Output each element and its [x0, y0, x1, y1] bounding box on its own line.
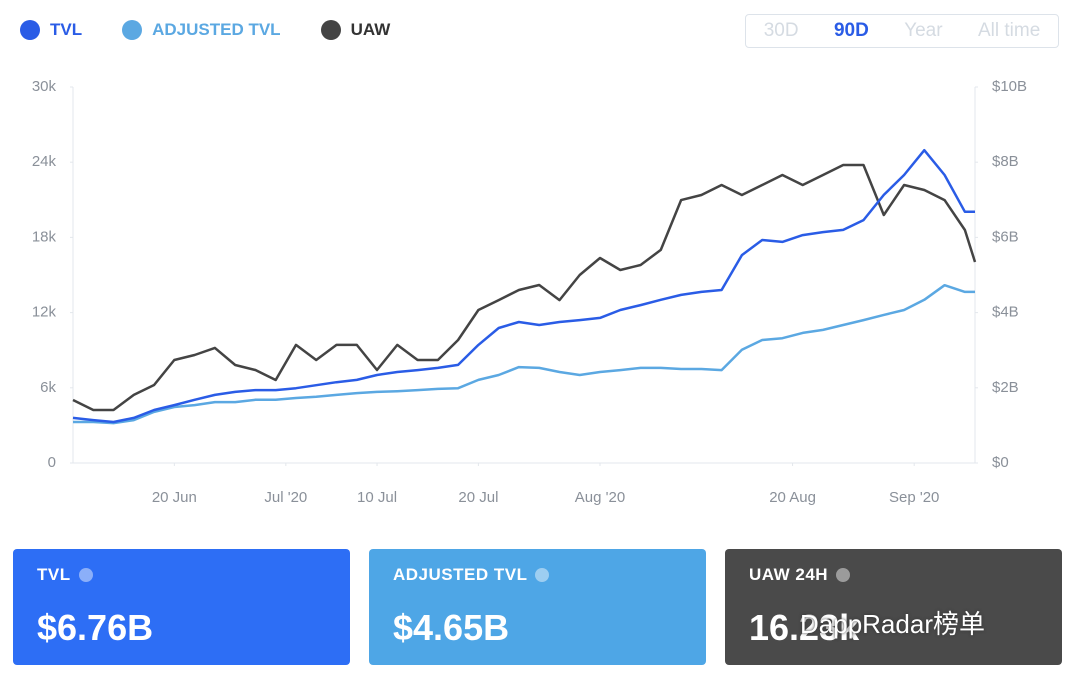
- x-tick-label: 20 Aug: [769, 489, 816, 506]
- card-value: $4.65B: [393, 607, 510, 648]
- legend-item: TVL: [20, 20, 82, 40]
- y-tick-label: 18k: [32, 228, 57, 245]
- help-icon[interactable]: [78, 568, 93, 582]
- x-tick-label: 20 Jul: [458, 489, 498, 506]
- y-tick-label: 30k: [32, 78, 57, 95]
- series-line: [72, 148, 975, 424]
- series-line: [73, 283, 975, 425]
- legend-item: ADJUSTED TVL: [122, 20, 281, 40]
- card-label: UAW 24H: [749, 565, 1062, 585]
- legend-label: TVL: [50, 20, 83, 39]
- help-icon[interactable]: [836, 568, 851, 582]
- legend-label: ADJUSTED TVL: [152, 20, 281, 39]
- stat-card: ADJUSTED TVL $4.65B: [369, 549, 706, 665]
- y-tick-label: 12k: [32, 304, 57, 321]
- stat-card: TVL $6.76B: [13, 549, 350, 665]
- help-icon[interactable]: [535, 568, 550, 582]
- range-button[interactable]: 30D: [763, 20, 799, 41]
- y-tick-label: 24k: [32, 153, 57, 170]
- card-value: $6.76B: [37, 607, 154, 648]
- y-tick-label: 0: [48, 454, 56, 471]
- legend-label: UAW: [350, 20, 391, 39]
- card-label-text: TVL: [37, 565, 71, 584]
- card-label: TVL: [37, 565, 350, 585]
- range-selector: 30D 90D Year All time: [745, 14, 1059, 48]
- legend-item: UAW: [320, 20, 391, 40]
- card-label-text: ADJUSTED TVL: [393, 565, 528, 584]
- chart: 0 6k 12k 18k 24k 30k $0 $2B $4B $6B $8B $10B 20 Jun J…: [32, 78, 1027, 506]
- range-button[interactable]: All time: [977, 20, 1041, 41]
- card-label-text: UAW 24H: [749, 565, 829, 584]
- stat-card: UAW 24H 16.23k: [725, 549, 1062, 665]
- range-button[interactable]: 90D: [833, 20, 869, 41]
- y2-tick-label: $6B: [992, 228, 1019, 245]
- x-tick-label: 10 Jul: [357, 489, 397, 506]
- legend-swatch: [20, 20, 40, 40]
- legend: TVL ADJUSTED TVL UAW: [20, 20, 390, 40]
- legend-swatch: [320, 20, 341, 40]
- y2-tick-label: $2B: [992, 379, 1019, 396]
- y-tick-label: 6k: [40, 379, 56, 396]
- x-tick-label: Jul '20: [264, 489, 307, 506]
- y2-tick-label: $10B: [992, 78, 1027, 95]
- legend-swatch: [122, 20, 143, 40]
- y2-tick-label: $8B: [992, 153, 1019, 170]
- y2-tick-label: $4B: [992, 304, 1019, 321]
- x-tick-label: Aug '20: [575, 489, 625, 506]
- series-line: [72, 163, 977, 412]
- x-tick-label: Sep '20: [889, 489, 939, 506]
- card-label: ADJUSTED TVL: [393, 565, 706, 585]
- range-button[interactable]: Year: [904, 20, 943, 41]
- card-value: 16.23k: [749, 607, 860, 648]
- y2-tick-label: $0: [992, 454, 1009, 471]
- x-tick-label: 20 Jun: [152, 489, 197, 506]
- watermark: DappRadar榜单: [800, 609, 985, 639]
